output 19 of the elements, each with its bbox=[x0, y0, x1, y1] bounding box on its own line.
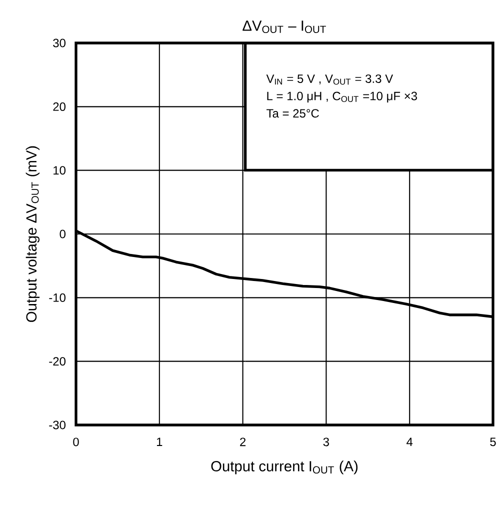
x-tick-label: 5 bbox=[490, 438, 496, 446]
y-tick-label: -20 bbox=[49, 357, 66, 366]
y-axis-title: Output voltage ΔV$_{OUT}$ (mV) bbox=[26, 146, 40, 322]
x-tick-label: 0 bbox=[73, 438, 79, 446]
x-axis-title: Output current I$_{OUT}$ (A) bbox=[211, 460, 358, 474]
x-tick-label: 4 bbox=[406, 438, 413, 446]
y-tick-label: 0 bbox=[60, 230, 66, 238]
annotation: Ta = 25°C bbox=[266, 109, 319, 118]
y-tick-label: -10 bbox=[49, 293, 66, 302]
chart-title: ΔV$_{OUT}$ – I$_{OUT}$ bbox=[242, 20, 326, 34]
x-tick-label: 3 bbox=[323, 438, 330, 446]
annotation: V$_{IN}$ = 5 V , V$_{OUT}$ = 3.3 V bbox=[266, 74, 394, 85]
x-tick-label: 1 bbox=[156, 438, 162, 446]
y-tick-label: 30 bbox=[53, 38, 66, 48]
annotation: L = 1.0 μH , C$_{OUT}$ =10 μF ×3 bbox=[267, 92, 418, 102]
y-tick-label: 20 bbox=[53, 102, 66, 111]
y-tick-label: 10 bbox=[54, 166, 66, 175]
x-tick-label: 2 bbox=[240, 438, 246, 446]
y-tick-label: -30 bbox=[49, 420, 66, 430]
